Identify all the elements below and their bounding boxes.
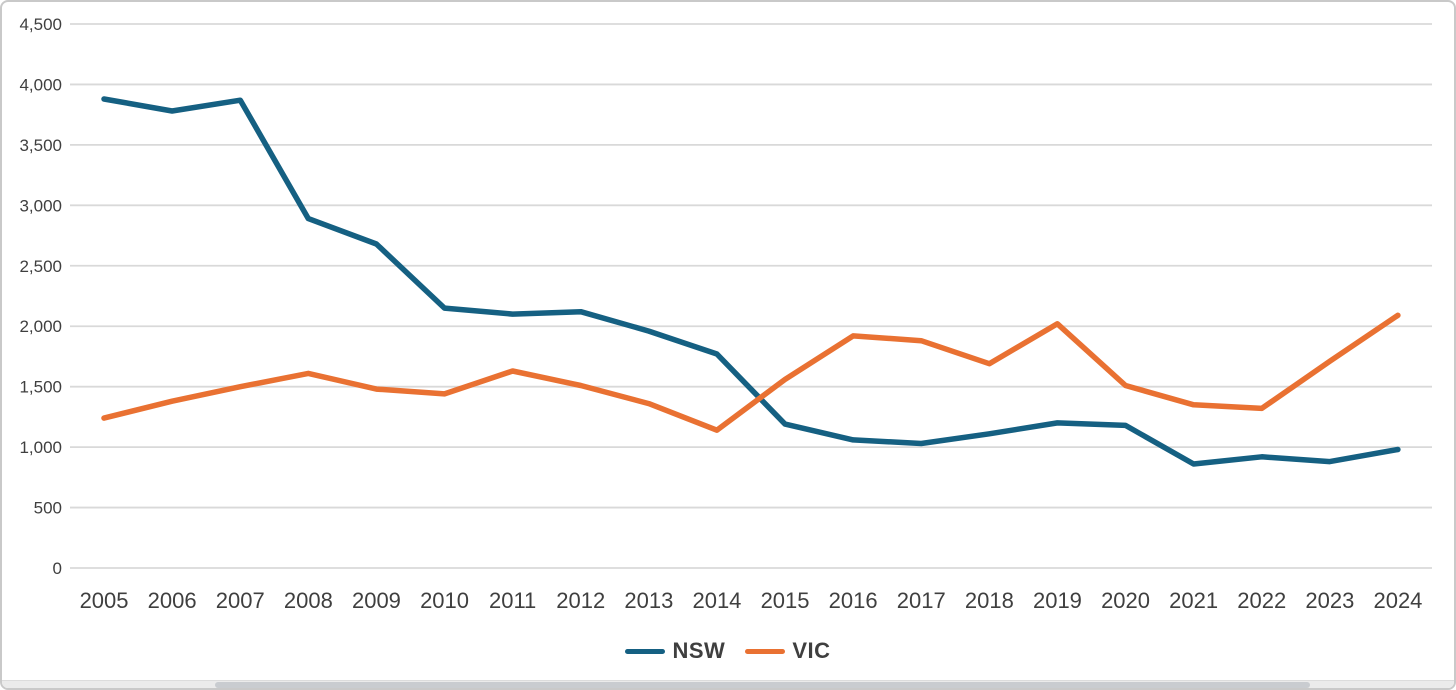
x-axis-tick-label: 2009 — [352, 588, 401, 613]
x-axis-tick-label: 2016 — [829, 588, 878, 613]
x-axis-tick-label: 2019 — [1033, 588, 1082, 613]
x-axis-tick-label: 2020 — [1101, 588, 1150, 613]
y-axis-tick-label: 2,000 — [19, 317, 62, 336]
y-axis-tick-label: 3,000 — [19, 196, 62, 215]
y-axis-tick-label: 1,500 — [19, 378, 62, 397]
chart-legend: NSW VIC — [2, 638, 1454, 664]
y-axis-tick-label: 3,500 — [19, 136, 62, 155]
x-axis-tick-label: 2023 — [1305, 588, 1354, 613]
x-axis-tick-label: 2011 — [489, 588, 536, 613]
legend-item-nsw: NSW — [625, 638, 725, 664]
y-axis-tick-label: 4,000 — [19, 75, 62, 94]
legend-item-vic: VIC — [745, 638, 830, 664]
x-axis-tick-label: 2017 — [897, 588, 946, 613]
x-axis-tick-label: 2005 — [80, 588, 129, 613]
legend-label-vic: VIC — [792, 638, 831, 663]
x-axis-tick-label: 2024 — [1373, 588, 1422, 613]
horizontal-scrollbar-thumb[interactable] — [215, 682, 1310, 688]
x-axis-tick-label: 2008 — [284, 588, 333, 613]
x-axis-tick-label: 2012 — [556, 588, 605, 613]
legend-label-nsw: NSW — [672, 638, 726, 663]
y-axis-tick-label: 1,000 — [19, 438, 62, 457]
x-axis-tick-label: 2022 — [1237, 588, 1286, 613]
y-axis-tick-label: 0 — [53, 559, 62, 578]
x-axis-tick-label: 2015 — [761, 588, 810, 613]
y-axis-tick-label: 4,500 — [19, 15, 62, 34]
y-axis-tick-label: 500 — [34, 499, 62, 518]
x-axis-tick-label: 2010 — [420, 588, 469, 613]
x-axis-tick-label: 2013 — [624, 588, 673, 613]
nsw-line-series — [101, 96, 1401, 467]
y-axis-tick-label: 2,500 — [19, 257, 62, 276]
x-axis-tick-label: 2018 — [965, 588, 1014, 613]
horizontal-scrollbar-track[interactable] — [2, 680, 1454, 688]
nsw-legend-swatch-icon — [625, 648, 666, 654]
x-axis-tick-label: 2014 — [692, 588, 741, 613]
vic-line-series — [101, 312, 1401, 433]
x-axis-tick-label: 2021 — [1169, 588, 1218, 613]
x-axis-tick-label: 2006 — [148, 588, 197, 613]
vic-legend-swatch-icon — [745, 648, 786, 654]
x-axis-tick-label: 2007 — [216, 588, 265, 613]
